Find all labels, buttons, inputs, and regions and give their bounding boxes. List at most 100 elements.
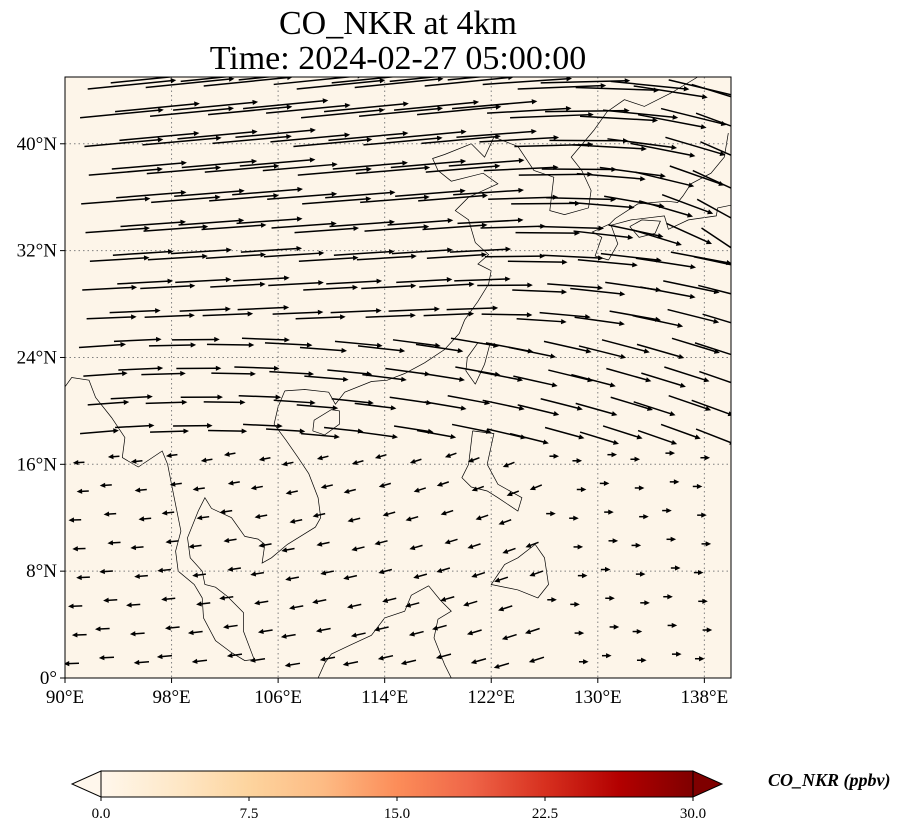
wind-arrow	[296, 404, 339, 411]
wind-arrow	[192, 486, 205, 492]
wind-arrow	[68, 517, 82, 523]
wind-arrow	[177, 129, 258, 140]
wind-arrow	[173, 99, 259, 111]
wind-arrow	[88, 166, 163, 176]
coastline-segment	[65, 377, 322, 661]
wind-arrow	[493, 662, 510, 669]
wind-arrow	[494, 576, 509, 583]
wind-arrow	[130, 544, 144, 551]
wind-arrow	[98, 655, 115, 661]
wind-arrow	[446, 305, 499, 311]
wind-arrow	[360, 194, 430, 204]
wind-arrow	[609, 624, 620, 630]
wind-arrow	[580, 115, 659, 123]
wind-arrow	[661, 194, 714, 215]
wind-arrow	[479, 135, 560, 143]
wind-arrow	[415, 343, 464, 354]
wind-arrow	[192, 572, 206, 578]
wind-arrow	[539, 311, 591, 320]
wind-arrow	[242, 98, 329, 110]
wind-arrow	[578, 659, 589, 665]
wind-arrow	[470, 658, 487, 665]
wind-arrow	[638, 200, 694, 218]
wind-arrow	[109, 308, 161, 314]
wind-arrow	[424, 77, 514, 87]
gridlines	[65, 77, 731, 678]
wind-arrow	[285, 489, 298, 495]
wind-arrow	[138, 516, 152, 522]
wind-arrow	[667, 622, 678, 629]
wind-arrow	[238, 77, 275, 81]
wind-arrow	[570, 287, 626, 297]
wind-arrow	[665, 136, 726, 157]
wind-arrow	[299, 346, 348, 354]
wind-arrow	[254, 513, 268, 520]
wind-arrow	[148, 342, 197, 348]
wind-arrow	[151, 194, 221, 204]
wind-arrow	[576, 486, 587, 493]
wind-arrow	[408, 630, 424, 637]
wind-arrow	[475, 514, 489, 521]
wind-arrow	[145, 399, 188, 405]
wind-arrow	[157, 567, 171, 573]
x-tick-label: 90°E	[46, 687, 84, 708]
wind-arrow	[358, 106, 444, 117]
x-tick-label: 130°E	[574, 687, 622, 708]
x-tick-label: 114°E	[361, 687, 408, 708]
wind-arrow	[467, 457, 480, 463]
wind-arrow	[234, 365, 280, 371]
wind-arrow	[698, 284, 731, 295]
wind-arrow	[133, 659, 150, 666]
wind-arrow	[150, 428, 189, 434]
wind-arrow	[236, 216, 303, 225]
wind-arrow	[209, 193, 279, 202]
wind-arrow	[577, 259, 638, 268]
wind-arrow	[110, 394, 153, 400]
wind-arrow	[146, 165, 222, 175]
wind-arrow	[332, 160, 408, 170]
wind-arrow	[351, 460, 364, 466]
wind-arrow	[264, 342, 313, 348]
wind-arrow	[262, 162, 338, 172]
wind-arrow	[326, 278, 383, 285]
wind-arrow	[130, 458, 143, 464]
wind-arrow	[241, 337, 290, 343]
wind-arrow	[528, 656, 545, 663]
wind-arrow	[226, 652, 243, 659]
wind-arrow	[233, 275, 290, 282]
wind-arrow	[235, 127, 316, 139]
wind-arrow	[361, 283, 417, 290]
wind-arrow	[577, 573, 588, 579]
wind-arrow	[161, 510, 175, 516]
wind-arrow	[382, 511, 396, 517]
wind-arrow	[203, 399, 246, 405]
wind-arrow	[284, 662, 301, 668]
wind-arrow	[637, 429, 678, 445]
wind-arrow	[569, 515, 579, 521]
wind-arrow	[232, 186, 303, 196]
wind-arrow	[516, 317, 567, 325]
wind-arrow	[457, 217, 524, 225]
wind-arrow	[641, 372, 686, 388]
wind-arrow	[413, 487, 427, 493]
wind-arrow	[435, 653, 452, 660]
y-tick-label: 40°N	[17, 134, 58, 155]
wind-arrow	[481, 312, 533, 318]
wind-arrow	[452, 99, 538, 110]
wind-vector-layer	[65, 77, 731, 669]
wind-arrow	[72, 459, 85, 466]
wind-arrow	[119, 130, 200, 142]
wind-arrow	[635, 571, 646, 577]
wind-arrow	[258, 456, 271, 462]
wind-arrow	[243, 423, 283, 429]
wind-arrow	[206, 342, 255, 348]
wind-arrow	[693, 569, 704, 576]
wind-arrow	[111, 160, 187, 170]
map-axes: 90°E 98°E 106°E 114°E 122°E 130°E 138°E 0° 8°N 16…	[17, 134, 729, 708]
wind-arrow	[633, 85, 708, 100]
wind-arrow	[636, 343, 685, 359]
wind-arrow	[395, 188, 466, 197]
wind-arrow	[423, 311, 475, 317]
wind-arrow	[699, 370, 731, 384]
wind-arrow	[250, 485, 263, 491]
